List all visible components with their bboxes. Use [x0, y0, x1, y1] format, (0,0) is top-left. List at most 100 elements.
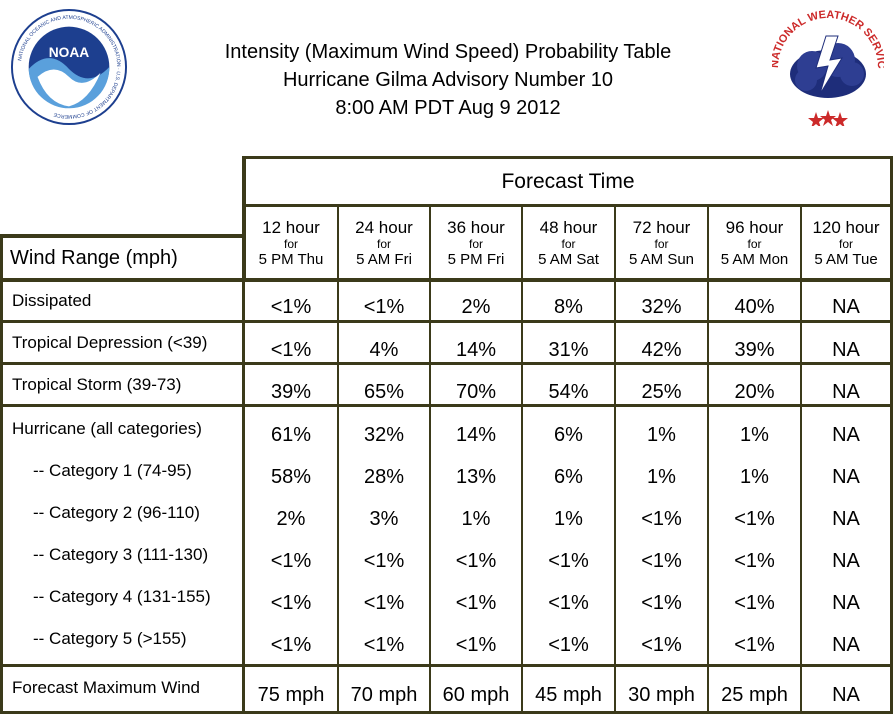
- table-cell: <1%: [455, 592, 497, 614]
- table-cell: <1%: [270, 592, 312, 614]
- column-header-for: for: [468, 236, 483, 251]
- table-cell: <1%: [363, 592, 405, 614]
- column-header: 24 hour for 5 AM Fri: [339, 207, 429, 278]
- table-cell: 6%: [554, 424, 583, 446]
- column-header-for: for: [376, 236, 391, 251]
- table-cell: 42%: [641, 339, 682, 361]
- column-header: 36 hour for 5 PM Fri: [431, 207, 521, 278]
- table-cell: <1%: [641, 550, 682, 572]
- row-label: Tropical Depression (<39): [12, 333, 208, 352]
- table-cell: <1%: [363, 296, 405, 318]
- table-cell: NA: [832, 592, 860, 614]
- table-cell: <1%: [270, 339, 312, 361]
- table-cell: <1%: [734, 550, 775, 572]
- table-cell: 1%: [647, 466, 676, 488]
- table-cell: 75 mph: [257, 684, 325, 706]
- table-cell: NA: [832, 466, 860, 488]
- table-cell: 13%: [455, 466, 497, 488]
- table-cell: 70%: [455, 381, 497, 403]
- column-header: 48 hour for 5 AM Sat: [523, 207, 614, 278]
- column-header: 120 hour for 5 AM Tue: [802, 207, 890, 278]
- table-cell: <1%: [270, 634, 312, 656]
- column-header-when: 5 AM Mon: [720, 250, 789, 268]
- column-header-hour: 24 hour: [355, 217, 413, 237]
- report-subtitle: Hurricane Gilma Advisory Number 10: [282, 69, 614, 91]
- column-header-when: 5 PM Thu: [258, 250, 324, 268]
- table-cell: <1%: [734, 592, 775, 614]
- table-cell: 31%: [548, 339, 589, 361]
- table-cell: NA: [832, 381, 860, 403]
- row-label: -- Category 3 (111-130): [33, 545, 209, 564]
- table-cell: NA: [832, 339, 860, 361]
- table-cell: 45 mph: [535, 684, 602, 706]
- table-cell: 20%: [734, 381, 775, 403]
- table-cell: 39%: [734, 339, 775, 361]
- table-cell: <1%: [734, 508, 775, 530]
- table-cell: 2%: [461, 296, 491, 318]
- table-cell: <1%: [455, 550, 497, 572]
- table-cell: 1%: [554, 508, 583, 530]
- table-cell: <1%: [455, 634, 497, 656]
- table-cell: NA: [832, 508, 860, 530]
- forecast-time-header: Forecast Time: [501, 169, 635, 193]
- table-cell: 1%: [740, 466, 769, 488]
- table-cell: NA: [832, 634, 860, 656]
- table-cell: <1%: [641, 508, 682, 530]
- table-cell: <1%: [548, 550, 589, 572]
- table-cell: 30 mph: [628, 684, 695, 706]
- table-cell: 8%: [554, 296, 583, 318]
- column-header-when: 5 AM Sun: [628, 250, 695, 268]
- table-cell: <1%: [548, 634, 589, 656]
- table-cell: 4%: [369, 339, 399, 361]
- table-cell: NA: [832, 424, 860, 446]
- probability-table: Forecast Time Wind Range (mph) 12 hour fo…: [0, 156, 893, 714]
- table-cell: 40%: [734, 296, 775, 318]
- nws-logo: NATIONAL WEATHER SERVICE: [772, 8, 884, 126]
- table-cell: 65%: [363, 381, 405, 403]
- column-header: 12 hour for 5 PM Thu: [245, 207, 337, 278]
- report-title: Intensity (Maximum Wind Speed) Probabili…: [224, 41, 672, 63]
- column-header-for: for: [654, 236, 669, 251]
- table-cell: NA: [832, 296, 860, 318]
- column-header-when: 5 AM Tue: [814, 250, 878, 268]
- table-cell: 54%: [548, 381, 589, 403]
- column-header-hour: 36 hour: [447, 217, 505, 237]
- row-label: -- Category 4 (131-155): [33, 587, 211, 606]
- svg-text:NOAA: NOAA: [49, 45, 90, 60]
- column-header-when: 5 AM Sat: [538, 250, 599, 268]
- column-header-hour: 96 hour: [725, 217, 784, 237]
- report-timestamp: 8:00 AM PDT Aug 9 2012: [335, 97, 561, 119]
- table-cell: 70 mph: [350, 684, 418, 706]
- table-cell: 2%: [276, 508, 306, 530]
- table-cell: 39%: [270, 381, 312, 403]
- report-header: Intensity (Maximum Wind Speed) Probabili…: [150, 38, 746, 122]
- column-header-for: for: [561, 236, 576, 251]
- table-cell: 14%: [455, 424, 497, 446]
- column-header-hour: 120 hour: [812, 217, 880, 237]
- table-cell: <1%: [548, 592, 589, 614]
- row-label: -- Category 2 (96-110): [33, 503, 200, 522]
- table-cell: <1%: [363, 634, 405, 656]
- table-cell: <1%: [641, 592, 682, 614]
- noaa-logo: NOAA NATIONAL OCEANIC AND ATMOSPHERIC AD…: [10, 8, 128, 126]
- table-cell: 25%: [641, 381, 682, 403]
- row-label: Dissipated: [12, 291, 92, 310]
- row-label: -- Category 1 (74-95): [33, 461, 192, 480]
- table-cell: 14%: [455, 339, 497, 361]
- table-cell: <1%: [270, 550, 312, 572]
- table-cell: 1%: [461, 508, 491, 530]
- table-cell: 25 mph: [721, 684, 788, 706]
- table-cell: 1%: [740, 424, 769, 446]
- table-cell: 58%: [270, 466, 312, 488]
- table-cell: 28%: [363, 466, 405, 488]
- table-cell: NA: [832, 550, 860, 572]
- column-header-for: for: [838, 236, 853, 251]
- row-label: Forecast Maximum Wind: [12, 678, 200, 697]
- table-cell: 61%: [270, 424, 312, 446]
- table-cell: 60 mph: [442, 684, 510, 706]
- table-cell: 3%: [369, 508, 399, 530]
- wind-range-header: Wind Range (mph): [10, 247, 178, 269]
- table-cell: <1%: [641, 634, 682, 656]
- table-cell: <1%: [270, 296, 312, 318]
- table-cell: <1%: [363, 550, 405, 572]
